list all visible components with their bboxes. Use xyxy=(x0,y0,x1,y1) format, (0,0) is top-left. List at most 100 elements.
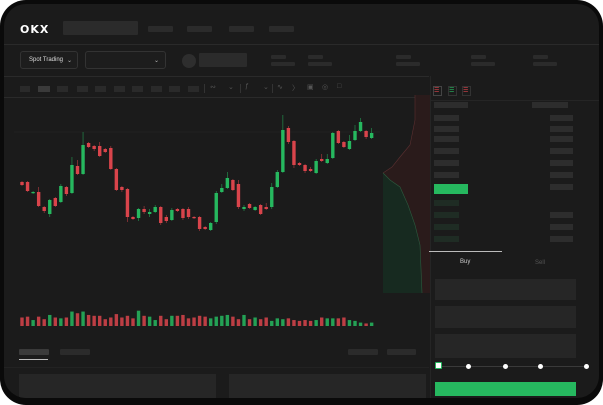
bid-price[interactable] xyxy=(434,224,459,230)
interval-button[interactable] xyxy=(114,86,125,92)
amount-slider[interactable] xyxy=(438,366,588,367)
tab-order-history[interactable] xyxy=(60,349,90,355)
nav-item[interactable] xyxy=(269,26,294,32)
slider-step[interactable] xyxy=(466,364,471,369)
volume-bar xyxy=(281,319,285,326)
volume-bar xyxy=(81,311,85,326)
nav-item[interactable] xyxy=(187,26,212,32)
volume-bar xyxy=(258,319,263,326)
volume-bar xyxy=(214,316,218,326)
chart-type-icon[interactable]: ∾ xyxy=(210,84,216,91)
interval-button[interactable] xyxy=(77,86,88,92)
ask-price[interactable] xyxy=(434,172,459,178)
divider xyxy=(4,76,429,77)
ruler-icon[interactable]: 〉 xyxy=(292,85,299,92)
orderbook-both-icon[interactable]: ☰ xyxy=(433,86,442,96)
volume-bar xyxy=(131,318,135,326)
candle xyxy=(253,207,257,210)
total-input[interactable] xyxy=(435,334,576,358)
candle xyxy=(209,223,213,230)
settings-icon[interactable]: ◎ xyxy=(322,84,329,91)
interval-button-active[interactable] xyxy=(38,86,50,92)
indicator-icon[interactable]: ƒ xyxy=(245,83,249,90)
candle xyxy=(325,159,329,163)
interval-button[interactable] xyxy=(188,86,199,92)
bid-price[interactable] xyxy=(434,236,459,242)
divider xyxy=(430,100,599,101)
nav-item[interactable] xyxy=(148,26,173,32)
ask-price[interactable] xyxy=(434,126,459,132)
volume-bar xyxy=(231,316,235,326)
slider-step[interactable] xyxy=(584,364,589,369)
volume-bar xyxy=(342,317,346,326)
nav-item[interactable] xyxy=(229,26,254,32)
tab-open-orders[interactable] xyxy=(19,349,49,355)
slider-handle[interactable] xyxy=(435,362,442,369)
sell-tab[interactable]: Sell xyxy=(535,260,546,266)
volume-bar xyxy=(86,314,91,326)
order-amount xyxy=(550,126,573,132)
interval-button[interactable] xyxy=(132,86,143,92)
candle xyxy=(308,169,313,171)
candle xyxy=(242,207,246,209)
interval-button[interactable] xyxy=(57,86,68,92)
draw-line-icon[interactable]: ∿ xyxy=(277,84,283,91)
coin-icon xyxy=(182,54,196,68)
candlestick-chart[interactable] xyxy=(4,4,384,334)
stat-label xyxy=(271,55,286,59)
stat-value xyxy=(471,62,495,66)
price-input[interactable] xyxy=(435,279,576,300)
volume-bar xyxy=(270,320,274,326)
candle xyxy=(336,131,341,143)
volume-bar xyxy=(103,319,107,326)
ask-price[interactable] xyxy=(434,160,459,166)
stat-value xyxy=(533,62,557,66)
divider xyxy=(4,97,429,98)
interval-button[interactable] xyxy=(169,86,180,92)
orderbook-bids-icon[interactable]: ☰ xyxy=(448,86,457,96)
okx-logo[interactable]: OKX xyxy=(20,23,50,36)
volume-bar xyxy=(147,316,152,326)
orderbook-asks-icon[interactable]: ☰ xyxy=(462,86,471,96)
interval-button[interactable] xyxy=(151,86,162,92)
volume-bar xyxy=(225,314,230,326)
ask-price[interactable] xyxy=(434,136,459,142)
volume-bar xyxy=(358,322,363,326)
filter-button[interactable] xyxy=(387,349,416,355)
volume-bar xyxy=(20,317,24,326)
bids-depth-line xyxy=(382,172,423,293)
candle xyxy=(109,148,113,169)
interval-button[interactable] xyxy=(20,86,30,92)
candle xyxy=(81,145,85,174)
volume-bar xyxy=(186,318,191,326)
chevron-down-icon[interactable]: ⌄ xyxy=(228,84,234,91)
volume-bar xyxy=(297,320,302,326)
amount-input[interactable] xyxy=(435,306,576,328)
volume-bar xyxy=(353,320,357,326)
volume-bar xyxy=(209,318,213,326)
filter-button[interactable] xyxy=(348,349,378,355)
candle xyxy=(281,130,285,172)
bid-price[interactable] xyxy=(434,212,459,218)
pair-select[interactable]: ⌄ xyxy=(85,51,166,69)
market-type-select[interactable]: Spot Trading ⌄ xyxy=(20,51,78,69)
slider-step[interactable] xyxy=(538,364,543,369)
ask-price[interactable] xyxy=(434,148,459,154)
buy-button[interactable] xyxy=(435,382,576,396)
candle xyxy=(136,209,141,218)
ask-price[interactable] xyxy=(434,115,459,121)
candle xyxy=(53,198,57,206)
slider-step[interactable] xyxy=(503,364,508,369)
camera-icon[interactable]: ▣ xyxy=(307,84,314,91)
buy-tab[interactable]: Buy xyxy=(460,259,471,265)
fullscreen-icon[interactable]: □ xyxy=(337,83,342,90)
volume-bar xyxy=(53,317,57,326)
bid-price[interactable] xyxy=(434,200,459,206)
search-bar[interactable] xyxy=(63,21,138,35)
chevron-down-icon[interactable]: ⌄ xyxy=(263,84,269,91)
volume-bar xyxy=(59,318,63,326)
order-amount xyxy=(550,115,573,121)
candle xyxy=(164,217,168,221)
candle xyxy=(170,210,174,220)
interval-button[interactable] xyxy=(95,86,106,92)
